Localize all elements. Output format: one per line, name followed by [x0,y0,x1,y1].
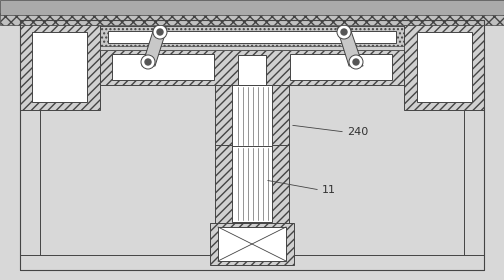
Bar [100,50,404,85]
Bar [20,25,40,270]
Circle shape [153,25,167,39]
Bar [0,0,504,15]
Bar [20,255,484,270]
Bar [100,26,404,48]
Circle shape [141,55,155,69]
Bar [215,85,289,150]
Bar [112,54,214,80]
Bar [108,31,396,43]
Bar [238,55,266,85]
Circle shape [341,29,347,35]
Bar [232,85,272,147]
Bar [218,227,286,261]
Bar [404,25,484,110]
Bar [20,20,484,270]
Bar [32,32,87,102]
Bar [464,25,484,270]
Polygon shape [337,28,363,66]
Bar [210,223,294,265]
Bar [0,13,504,25]
Bar [232,146,272,222]
Circle shape [145,59,151,65]
Circle shape [349,55,363,69]
Text: 11: 11 [322,185,336,195]
Text: 240: 240 [347,127,368,137]
Bar [417,32,472,102]
Circle shape [353,59,359,65]
Circle shape [157,29,163,35]
Bar [100,46,404,50]
Circle shape [337,25,351,39]
Bar [290,54,392,80]
Bar [215,145,289,225]
Bar [20,25,100,110]
Polygon shape [142,28,167,66]
